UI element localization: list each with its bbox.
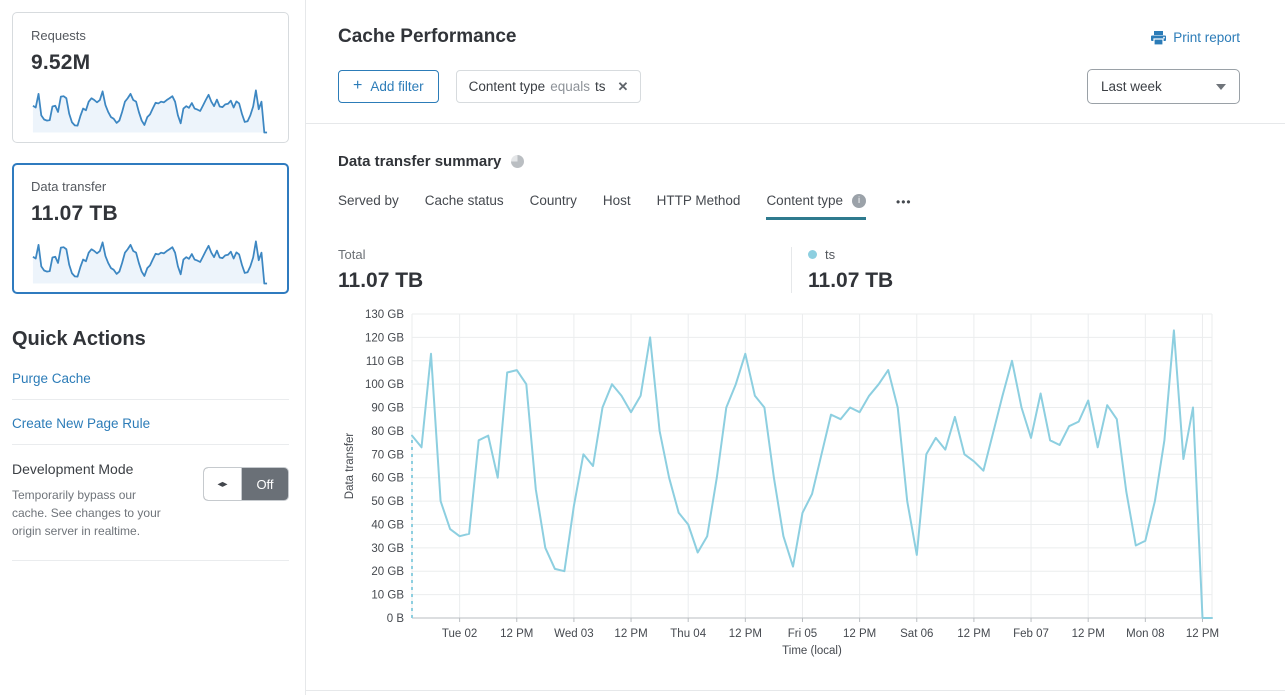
requests-metric-card[interactable]: Requests 9.52M bbox=[12, 12, 289, 143]
svg-text:12 PM: 12 PM bbox=[500, 628, 533, 640]
series-legend-column[interactable]: ts 11.07 TB bbox=[791, 247, 893, 293]
data-transfer-card-value: 11.07 TB bbox=[31, 202, 118, 225]
pie-chart-icon bbox=[511, 155, 525, 168]
tab-country[interactable]: Country bbox=[529, 193, 577, 208]
svg-text:12 PM: 12 PM bbox=[1072, 628, 1105, 640]
tab-http-method[interactable]: HTTP Method bbox=[656, 193, 741, 208]
header-row: Cache Performance Print report bbox=[338, 26, 1240, 48]
svg-text:12 PM: 12 PM bbox=[1186, 628, 1219, 640]
data-transfer-sparkline bbox=[32, 240, 268, 285]
svg-text:Tue 02: Tue 02 bbox=[442, 628, 477, 640]
development-mode-info: Development Mode Temporarily bypass our … bbox=[12, 461, 203, 540]
totals-row: Total 11.07 TB ts 11.07 TB bbox=[338, 247, 1240, 293]
toggle-handle-icon: ◂▸ bbox=[204, 468, 242, 500]
plus-icon: + bbox=[353, 77, 363, 94]
tab-host[interactable]: Host bbox=[602, 193, 631, 208]
svg-text:10 GB: 10 GB bbox=[371, 590, 404, 602]
requests-sparkline bbox=[32, 89, 268, 134]
tab-served-by[interactable]: Served by bbox=[338, 193, 399, 208]
filter-row: + Add filter Content type equals ts ✕ La… bbox=[338, 69, 1240, 104]
data-transfer-summary-section: Data transfer summary Served by Cache st… bbox=[338, 153, 1240, 293]
tab-content-type-label: Content type bbox=[766, 193, 843, 208]
requests-card-label: Requests bbox=[31, 28, 86, 43]
svg-text:Fri 05: Fri 05 bbox=[788, 628, 817, 640]
svg-text:100 GB: 100 GB bbox=[365, 379, 404, 391]
chevron-down-icon bbox=[1216, 83, 1226, 90]
filter-chip-operator: equals bbox=[550, 79, 590, 94]
svg-text:Mon 08: Mon 08 bbox=[1126, 628, 1164, 640]
info-icon[interactable]: i bbox=[852, 193, 866, 208]
dimension-tabs: Served by Cache status Country Host HTTP… bbox=[338, 193, 1240, 220]
svg-text:0 B: 0 B bbox=[387, 613, 405, 625]
svg-text:70 GB: 70 GB bbox=[371, 449, 404, 461]
time-range-dropdown[interactable]: Last week bbox=[1087, 69, 1240, 104]
summary-title: Data transfer summary bbox=[338, 153, 502, 170]
total-column: Total 11.07 TB bbox=[338, 247, 791, 293]
time-range-value: Last week bbox=[1101, 79, 1162, 94]
quick-actions-title: Quick Actions bbox=[12, 328, 146, 350]
toggle-state-label: Off bbox=[256, 476, 274, 492]
svg-text:Feb 07: Feb 07 bbox=[1013, 628, 1049, 640]
svg-text:12 PM: 12 PM bbox=[957, 628, 990, 640]
svg-text:130 GB: 130 GB bbox=[365, 309, 404, 321]
svg-text:20 GB: 20 GB bbox=[371, 566, 404, 578]
development-mode-title: Development Mode bbox=[12, 461, 134, 477]
filter-chip-field: Content type bbox=[468, 79, 546, 94]
print-report-label: Print report bbox=[1173, 30, 1240, 45]
svg-text:Thu 04: Thu 04 bbox=[670, 628, 706, 640]
print-report-button[interactable]: Print report bbox=[1151, 30, 1240, 45]
main-content: Cache Performance Print report + Add fil… bbox=[306, 0, 1285, 695]
svg-text:12 PM: 12 PM bbox=[614, 628, 647, 640]
svg-text:80 GB: 80 GB bbox=[371, 426, 404, 438]
remove-filter-icon[interactable]: ✕ bbox=[617, 78, 629, 94]
svg-text:50 GB: 50 GB bbox=[371, 496, 404, 508]
svg-text:60 GB: 60 GB bbox=[371, 473, 404, 485]
svg-text:40 GB: 40 GB bbox=[371, 519, 404, 531]
development-mode-section: Development Mode Temporarily bypass our … bbox=[12, 461, 289, 561]
purge-cache-link[interactable]: Purge Cache bbox=[12, 355, 289, 400]
filter-chip-content-type[interactable]: Content type equals ts ✕ bbox=[455, 70, 642, 103]
add-filter-button[interactable]: + Add filter bbox=[338, 70, 439, 103]
svg-text:Sat 06: Sat 06 bbox=[900, 628, 933, 640]
total-value: 11.07 TB bbox=[338, 269, 424, 292]
svg-text:120 GB: 120 GB bbox=[365, 332, 404, 344]
svg-text:30 GB: 30 GB bbox=[371, 543, 404, 555]
svg-text:Wed 03: Wed 03 bbox=[554, 628, 593, 640]
chart-area: 0 B 10 GB 20 GB 30 GB 40 GB 50 GB 60 GB 70 GB 80… bbox=[338, 304, 1275, 671]
create-page-rule-link[interactable]: Create New Page Rule bbox=[12, 400, 289, 445]
data-transfer-line-chart[interactable]: 0 B 10 GB 20 GB 30 GB 40 GB 50 GB 60 GB 70 GB 80… bbox=[338, 304, 1222, 666]
svg-text:Data transfer: Data transfer bbox=[344, 433, 356, 500]
requests-card-value: 9.52M bbox=[31, 51, 91, 74]
legend-header: ts bbox=[808, 247, 893, 262]
sidebar: Requests 9.52M Data transfer 11.07 TB Qu… bbox=[0, 0, 306, 695]
data-transfer-metric-card[interactable]: Data transfer 11.07 TB bbox=[12, 163, 289, 294]
chart-bottom-divider bbox=[306, 690, 1285, 691]
data-transfer-card-label: Data transfer bbox=[31, 179, 107, 194]
series-color-dot bbox=[808, 250, 817, 259]
more-options-icon[interactable]: ••• bbox=[896, 195, 912, 209]
summary-header: Data transfer summary bbox=[338, 153, 1240, 170]
printer-icon bbox=[1151, 30, 1167, 45]
tab-cache-status[interactable]: Cache status bbox=[424, 193, 504, 208]
header-divider bbox=[306, 123, 1285, 124]
svg-text:12 PM: 12 PM bbox=[843, 628, 876, 640]
svg-text:Time (local): Time (local) bbox=[782, 645, 842, 657]
svg-text:90 GB: 90 GB bbox=[371, 403, 404, 415]
page-title: Cache Performance bbox=[338, 26, 517, 47]
svg-text:110 GB: 110 GB bbox=[366, 356, 404, 368]
development-mode-description: Temporarily bypass our cache. See change… bbox=[12, 488, 161, 538]
development-mode-toggle[interactable]: ◂▸ Off bbox=[203, 467, 289, 501]
tab-content-type[interactable]: Content type i bbox=[766, 193, 866, 220]
series-name: ts bbox=[825, 247, 836, 262]
add-filter-label: Add filter bbox=[370, 79, 424, 94]
series-total-value: 11.07 TB bbox=[808, 269, 894, 292]
svg-text:12 PM: 12 PM bbox=[729, 628, 762, 640]
total-label: Total bbox=[338, 247, 366, 262]
filter-chip-value: ts bbox=[594, 79, 606, 94]
